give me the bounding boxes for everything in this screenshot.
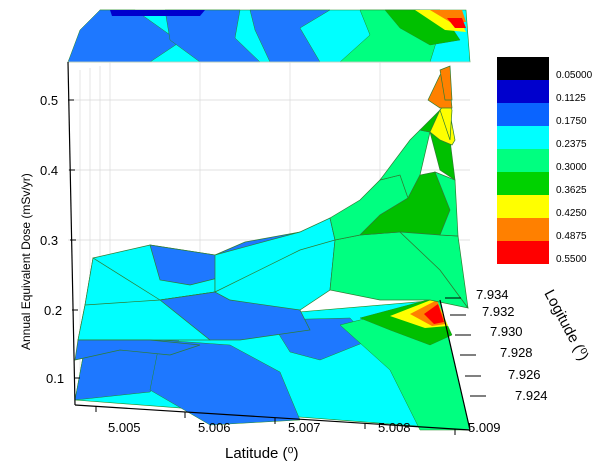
colorbar-label: 0.05000	[556, 70, 593, 81]
y-axis-title: Logitude (⁰)	[540, 287, 592, 364]
colorbar-label: 0.1125	[556, 93, 586, 104]
colorbar-swatch	[497, 149, 549, 172]
x-tick-label: 5.006	[198, 420, 231, 435]
y-tick-label: 7.924	[515, 388, 548, 403]
surface-mesh	[74, 65, 469, 361]
colorbar-label: 0.4250	[556, 208, 587, 219]
x-tick-label: 5.009	[468, 420, 501, 435]
axis-frame	[67, 61, 471, 431]
z-tick-label: 0.4	[40, 163, 58, 178]
top-contour-projection	[67, 9, 471, 63]
y-tick-label: 7.934	[476, 287, 509, 302]
colorbar-swatch	[497, 80, 549, 103]
colorbar-label: 0.3625	[556, 185, 587, 196]
colorbar-swatch	[497, 126, 549, 149]
x-tick-label: 5.007	[288, 420, 321, 435]
x-axis: 5.005 5.006 5.007 5.008 5.009 Latitude (…	[95, 406, 501, 462]
y-tick-label: 7.932	[482, 304, 515, 319]
y-tick-label: 7.926	[508, 367, 541, 382]
x-tick-label: 5.005	[108, 420, 141, 435]
y-tick-label: 7.928	[500, 345, 533, 360]
x-tick-label: 5.008	[378, 420, 411, 435]
z-axis: 0.5 0.4 0.3 0.2 0.1 Annual Equivalent Do…	[19, 93, 80, 386]
colorbar-label: 0.4875	[556, 231, 587, 242]
colorbar-label: 0.1750	[556, 116, 587, 127]
z-tick-label: 0.5	[40, 93, 58, 108]
z-tick-label: 0.3	[40, 233, 58, 248]
colorbar-label: 0.3000	[556, 162, 587, 173]
colorbar-label: 0.5500	[556, 254, 587, 265]
colorbar-swatch	[497, 241, 549, 264]
y-tick-label: 7.930	[490, 324, 523, 339]
colorbar-swatch	[497, 57, 549, 80]
colorbar-swatch	[497, 218, 549, 241]
x-axis-title: Latitude (⁰)	[225, 445, 299, 462]
colorbar-legend: 0.05000 0.1125 0.1750 0.2375 0.3000 0.36…	[497, 57, 593, 265]
colorbar-swatch	[497, 103, 549, 126]
colorbar-label: 0.2375	[556, 139, 587, 150]
z-axis-title: Annual Equivalent Dose (mSv/yr)	[19, 173, 33, 350]
colorbar-swatch	[497, 195, 549, 218]
colorbar-swatch	[497, 172, 549, 195]
z-tick-label: 0.2	[44, 303, 62, 318]
z-tick-label: 0.1	[46, 371, 64, 386]
